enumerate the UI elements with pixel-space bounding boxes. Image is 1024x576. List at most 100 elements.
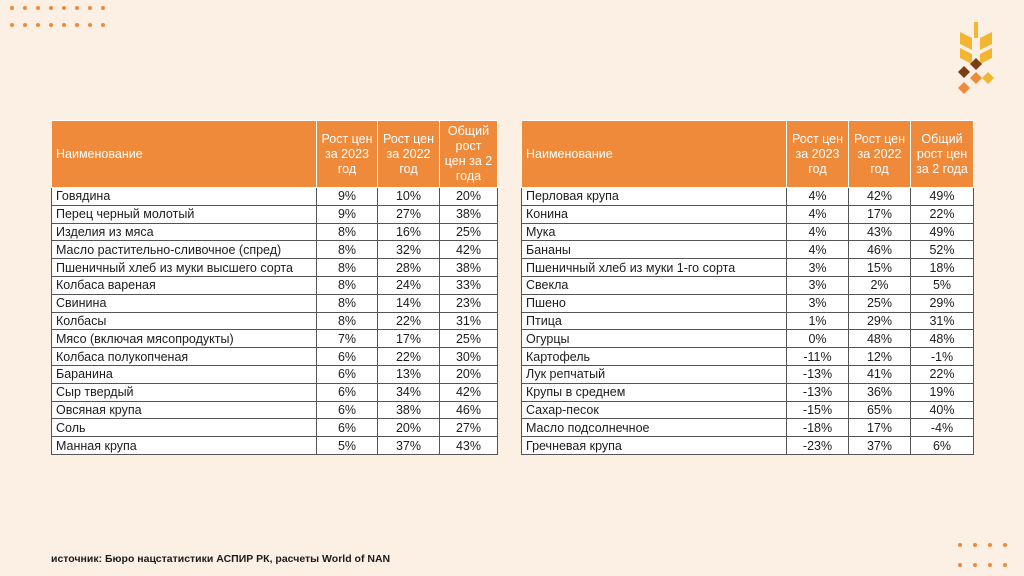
dot [75, 6, 79, 10]
cell-growth-total: 22% [910, 204, 974, 224]
column-header-growth-2022: Рост цен за 2022 год [377, 120, 440, 188]
dot [62, 23, 66, 27]
table-row: Бананы 4% 46% 52% [521, 240, 974, 260]
cell-item-name: Конина [521, 204, 787, 224]
cell-growth-2023: 8% [316, 240, 378, 260]
cell-growth-total: 27% [439, 418, 498, 438]
cell-growth-2023: 1% [786, 311, 849, 331]
cell-growth-2022: 24% [377, 275, 440, 295]
cell-growth-total: 19% [910, 382, 974, 402]
cell-growth-2023: 4% [786, 187, 849, 206]
cell-growth-total: 25% [439, 329, 498, 349]
cell-growth-2022: 27% [377, 204, 440, 224]
cell-item-name: Сахар-песок [521, 400, 787, 420]
cell-growth-2023: -15% [786, 400, 849, 420]
dot [973, 543, 977, 547]
cell-item-name: Бананы [521, 240, 787, 260]
cell-item-name: Манная крупа [51, 436, 317, 455]
table-row: Крупы в среднем -13% 36% 19% [521, 382, 974, 402]
cell-growth-total: 43% [439, 436, 498, 455]
cell-growth-2022: 22% [377, 311, 440, 331]
cell-growth-2022: 10% [377, 187, 440, 206]
cell-growth-2023: 6% [316, 364, 378, 384]
cell-growth-total: 30% [439, 347, 498, 366]
cell-growth-2022: 17% [377, 329, 440, 349]
cell-growth-2022: 65% [848, 400, 911, 420]
table-row: Сахар-песок -15% 65% 40% [521, 400, 974, 420]
dot [101, 23, 105, 27]
table-row: Перец черный молотый 9% 27% 38% [51, 204, 498, 224]
cell-item-name: Колбаса полукопченая [51, 347, 317, 366]
dot [973, 563, 977, 567]
cell-growth-2022: 43% [848, 222, 911, 242]
cell-growth-2022: 34% [377, 382, 440, 402]
cell-item-name: Масло растительно-сливочное (спред) [51, 240, 317, 260]
cell-growth-2023: 9% [316, 187, 378, 206]
cell-growth-total: 5% [910, 275, 974, 295]
cell-growth-total: -1% [910, 347, 974, 366]
cell-item-name: Крупы в среднем [521, 382, 787, 402]
dot [23, 23, 27, 27]
cell-growth-2022: 32% [377, 240, 440, 260]
cell-growth-2023: 8% [316, 275, 378, 295]
dot [75, 23, 79, 27]
cell-item-name: Картофель [521, 347, 787, 366]
cell-item-name: Пшеничный хлеб из муки 1-го сорта [521, 258, 787, 277]
cell-growth-2023: -13% [786, 382, 849, 402]
cell-growth-total: 38% [439, 204, 498, 224]
dot [101, 6, 105, 10]
cell-growth-2023: 9% [316, 204, 378, 224]
cell-growth-2023: -18% [786, 418, 849, 438]
table-row: Гречневая крупа -23% 37% 6% [521, 436, 974, 455]
dot [1003, 543, 1007, 547]
cell-growth-2023: 8% [316, 293, 378, 313]
dot [49, 23, 53, 27]
cell-growth-2023: 6% [316, 418, 378, 438]
cell-item-name: Овсяная крупа [51, 400, 317, 420]
dot [10, 23, 14, 27]
cell-growth-total: 46% [439, 400, 498, 420]
cell-growth-2023: 3% [786, 258, 849, 277]
cell-item-name: Пшеничный хлеб из муки высшего сорта [51, 258, 317, 277]
table-row: Свинина 8% 14% 23% [51, 293, 498, 313]
cell-growth-2023: 0% [786, 329, 849, 349]
cell-growth-total: 42% [439, 382, 498, 402]
column-header-growth-total: Общий рост цен за 2 года [439, 120, 498, 188]
cell-growth-2022: 20% [377, 418, 440, 438]
table-row: Колбасы 8% 22% 31% [51, 311, 498, 331]
cell-growth-2023: -13% [786, 364, 849, 384]
dot [988, 543, 992, 547]
dot [958, 563, 962, 567]
cell-growth-2022: 12% [848, 347, 911, 366]
table-row: Манная крупа 5% 37% 43% [51, 436, 498, 455]
cell-growth-total: 52% [910, 240, 974, 260]
cell-growth-2022: 2% [848, 275, 911, 295]
table-row: Масло подсолнечное -18% 17% -4% [521, 418, 974, 438]
cell-growth-total: 6% [910, 436, 974, 455]
table-row: Пшено 3% 25% 29% [521, 293, 974, 313]
table-row: Лук репчатый -13% 41% 22% [521, 364, 974, 384]
cell-growth-total: 29% [910, 293, 974, 313]
cell-item-name: Пшено [521, 293, 787, 313]
cell-growth-2023: 4% [786, 240, 849, 260]
dot [88, 6, 92, 10]
table-row: Овсяная крупа 6% 38% 46% [51, 400, 498, 420]
cell-item-name: Масло подсолнечное [521, 418, 787, 438]
cell-growth-total: 31% [439, 311, 498, 331]
table-header-row: Наименование Рост цен за 2023 год Рост ц… [51, 120, 498, 188]
cell-growth-total: 20% [439, 187, 498, 206]
cell-item-name: Сыр твердый [51, 382, 317, 402]
decorative-dots-bottom-right [958, 543, 1024, 576]
cell-growth-2023: 8% [316, 222, 378, 242]
cell-growth-2022: 37% [377, 436, 440, 455]
cell-item-name: Колбаса вареная [51, 275, 317, 295]
cell-growth-2023: -11% [786, 347, 849, 366]
cell-growth-total: 48% [910, 329, 974, 349]
table-row: Соль 6% 20% 27% [51, 418, 498, 438]
table-row: Свекла 3% 2% 5% [521, 275, 974, 295]
column-header-growth-total: Общий рост цен за 2 года [910, 120, 974, 188]
table-row: Масло растительно-сливочное (спред) 8% 32%… [51, 240, 498, 260]
cell-item-name: Колбасы [51, 311, 317, 331]
cell-item-name: Соль [51, 418, 317, 438]
table-row: Баранина 6% 13% 20% [51, 364, 498, 384]
